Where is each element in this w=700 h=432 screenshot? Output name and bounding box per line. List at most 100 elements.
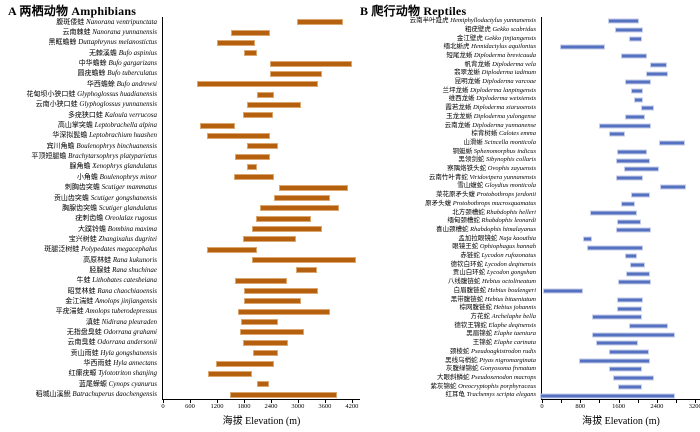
elevation-range-bar <box>252 350 278 357</box>
species-name-cn: 缅甸颈槽蛇 <box>447 217 482 225</box>
species-label: 颈棱蛇 Pseudoagkistrodon rudis <box>360 348 539 356</box>
species-name-latin: Boulenophrys minor <box>99 172 157 181</box>
species-row: 贡山白环蛇 Lycodon gongshan <box>360 269 700 278</box>
bar-area <box>539 121 700 130</box>
elevation-range-bar <box>591 314 642 320</box>
species-name-latin: Diploderma brevicauda <box>473 51 536 59</box>
species-name-cn: 八线腹链蛇 <box>447 278 483 286</box>
x-axis-tick-label: 3200 <box>688 403 700 410</box>
bar-area <box>539 52 700 61</box>
species-label: 云南小狭口蛙 Glyphoglossus yunnanensis <box>0 101 160 108</box>
elevation-range-bar <box>244 288 318 295</box>
species-name-latin: Bufo tuberculatus <box>107 69 157 78</box>
species-label: 短尾龙蜥 Diploderma brevicauda <box>360 51 539 60</box>
species-row: 红瘰疣螈 Tylototriton shanjing <box>0 369 360 379</box>
species-label: 缅北蜥虎 Hemidactylus aquilonius <box>360 43 539 51</box>
bar-area <box>160 100 360 110</box>
species-label: 王锦蛇 Elaphe carinata <box>360 339 539 347</box>
species-row: 胫腺蛙 Rana shuchinae <box>0 265 360 275</box>
species-label: 孟加拉眼镜蛇 Naja kaouthia <box>360 234 539 243</box>
elevation-range-bar <box>629 262 646 268</box>
species-name-latin: Brachytarsophrys platyparietus <box>68 152 157 161</box>
bar-area <box>160 317 360 327</box>
bar-area <box>160 276 360 286</box>
species-label: 云南竹叶青蛇 Viridovipera yunnanensis <box>360 174 539 182</box>
species-name-cn: 缅北蜥虎 <box>443 43 472 51</box>
species-row: 云南龙蜥 Diploderma yunnanense <box>360 121 700 130</box>
species-name-cn: 胸腺齿突蟾 <box>62 203 99 212</box>
bar-area <box>160 203 360 213</box>
species-label: 山滑蜥 Scincella monticola <box>360 139 539 147</box>
elevation-range-bar <box>658 140 685 146</box>
x-axis-tick-label: 4200 <box>345 403 359 410</box>
bar-area <box>160 338 360 348</box>
panel-a-x-axis-ticks: 0 600 1200 1800 2400 3000 3600 4200 <box>161 400 360 414</box>
species-name-latin: Pseudoxenodon macrops <box>471 373 536 381</box>
species-name-latin: Naja kaouthia <box>498 234 536 242</box>
species-name-cn: 昭觉林蛙 <box>67 286 98 295</box>
species-label: 昭觉林蛙 Rana chaochiaoensis <box>0 286 160 295</box>
elevation-range-bar <box>609 349 650 355</box>
species-row: 孟加拉眼镜蛇 Naja kaouthia <box>360 235 700 244</box>
species-row: 贡山齿突蟾 Scutiger gongshanensis <box>0 193 360 203</box>
species-row: 原矛头蝮 Protobothrops mucrosquamatus <box>360 200 700 209</box>
elevation-range-bar <box>583 236 592 242</box>
species-label: 华深拟髭蟾 Leptobrachium huashen <box>0 132 160 139</box>
species-label: 方花蛇 Archelaphe bella <box>360 313 539 321</box>
species-name-latin: Polypedates megacephalus <box>80 245 157 254</box>
species-name-cn: 黑眶蟾蜍 <box>48 38 79 47</box>
elevation-range-bar <box>607 18 639 24</box>
species-label: 中华蟾蜍 Bufo gargarizans <box>0 60 160 67</box>
species-name-latin: Cynops cyanurus <box>108 379 157 388</box>
bar-area <box>160 79 360 89</box>
elevation-range-bar <box>616 297 643 303</box>
species-name-latin: Hebius bitaeniatum <box>484 295 536 303</box>
species-row: 高山掌突蟾 Leptobrachella alpina <box>0 120 360 130</box>
species-row: 多疣狭口蛙 Kaloula verrucosa <box>0 110 360 120</box>
panel-b-x-axis-ticks: 0 800 1600 2400 3200 <box>540 400 700 414</box>
species-row: 贡山雨蛙 Hyla gongshanensis <box>0 348 360 358</box>
species-label: 云南棘蛙 Nanorana yunnanensis <box>0 29 160 36</box>
species-name-latin: Hebius johannis <box>493 304 536 312</box>
species-row: 粗疣壁虎 Gekko scabridus <box>360 26 700 35</box>
species-name-cn: 多疣狭口蛙 <box>67 110 105 119</box>
species-name-cn: 贡山齿突蟾 <box>53 193 91 202</box>
species-name-cn: 华西雨蛙 <box>83 359 114 368</box>
species-row: 眼镜王蛇 Ophiophagus hannah <box>360 243 700 252</box>
species-name-latin: Bombina maxima <box>107 224 157 233</box>
elevation-range-bar <box>251 226 322 233</box>
elevation-range-bar <box>659 184 686 190</box>
species-name-cn: 云南臭蛙 <box>67 338 98 347</box>
x-axis-tick-label: 0 <box>540 403 544 410</box>
species-name-latin: Xenophrys glandulatus <box>92 162 157 171</box>
bar-area <box>160 89 360 99</box>
elevation-range-bar <box>616 227 651 233</box>
species-label: 原矛头蝮 Protobothrops mucrosquamatus <box>360 199 539 208</box>
bar-area <box>160 389 360 399</box>
species-row: 黑领剑蛇 Sibynophis collaris <box>360 156 700 165</box>
species-name-latin: Hebius boulengeri <box>487 286 536 294</box>
species-row: 昆明龙蜥 Diploderma varcoae <box>360 78 700 87</box>
species-label: 无指盘臭蛙 Odorrana grahami <box>0 328 160 336</box>
species-label: 高原林蛙 Rana kukunoris <box>0 256 160 264</box>
elevation-range-bar <box>589 210 638 216</box>
species-label: 稻城山溪鲵 Batrachuperus daochengensis <box>0 391 160 398</box>
species-label: 昆明龙蜥 Diploderma varcoae <box>360 78 539 86</box>
elevation-range-bar <box>634 97 644 103</box>
species-name-cn: 眼镜王蛇 <box>452 243 480 251</box>
species-name-latin: Glyphoglossus huadianensis <box>77 90 157 99</box>
bar-area <box>160 327 360 337</box>
species-name-latin: Batrachuperus daochengensis <box>72 390 157 399</box>
elevation-range-bar <box>235 153 271 160</box>
species-name-cn: 金江壁虎 <box>456 34 485 42</box>
species-name-latin: Protobothrops mucrosquamatus <box>452 199 536 207</box>
elevation-range-bar <box>626 271 650 277</box>
species-name-latin: Nanorana ventripunctata <box>86 17 157 26</box>
elevation-range-bar <box>229 391 338 398</box>
species-name-cn: 黑带腹链蛇 <box>450 295 485 303</box>
species-row: 德钦王锦蛇 Elaphe deqinensis <box>360 322 700 331</box>
x-axis-tick <box>189 400 191 403</box>
bar-area <box>160 27 360 37</box>
species-label: 贡山白环蛇 Lycodon gongshan <box>360 270 539 277</box>
species-row: 霞若龙蜥 Diploderma xiaruoensis <box>360 104 700 113</box>
